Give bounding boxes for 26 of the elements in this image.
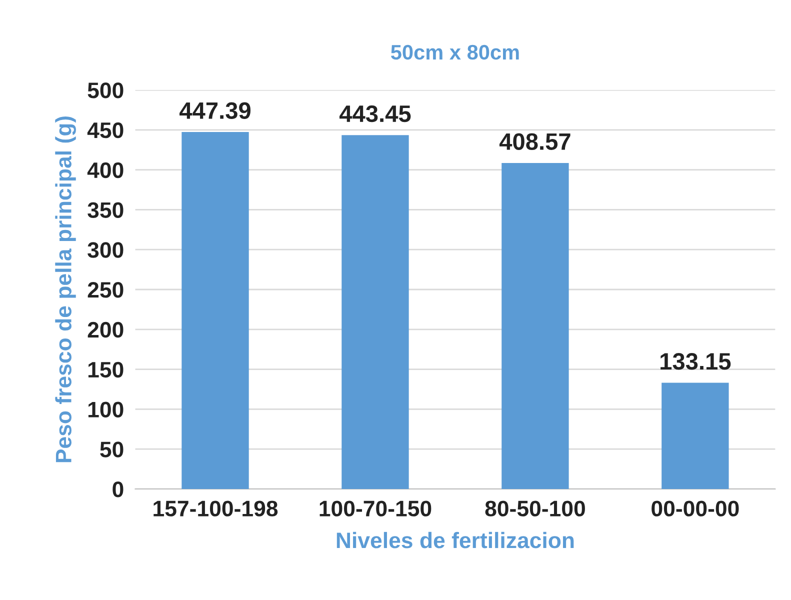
y-tick-label: 100	[88, 402, 124, 418]
x-tick-label: 80-50-100	[485, 500, 585, 516]
bar	[182, 132, 249, 489]
x-axis-title: Niveles de fertilizacion	[336, 532, 574, 548]
y-axis-title: Peso fresco de pella principal (g)	[55, 116, 76, 462]
y-tick-label: 450	[87, 122, 124, 138]
y-tick-label: 500	[88, 82, 124, 98]
x-tick-label: 100-70-150	[320, 500, 432, 516]
y-tick-label: 0	[112, 482, 124, 498]
y-tick-label: 300	[88, 242, 124, 258]
bar	[662, 382, 729, 489]
y-tick-label: 200	[88, 322, 124, 338]
x-tick-label: 00-00-00	[652, 500, 739, 516]
y-tick-label: 350	[88, 202, 124, 218]
data-label: 133.15	[660, 353, 731, 370]
chart-title: 50cm x 80cm	[391, 44, 519, 60]
y-tick-label: 50	[100, 442, 124, 458]
y-tick-label: 400	[87, 162, 124, 178]
data-label: 408.57	[499, 133, 570, 150]
y-tick-label: 150	[88, 362, 124, 378]
data-label: 443.45	[339, 105, 411, 122]
data-label: 447.39	[180, 102, 250, 120]
bar	[342, 135, 409, 489]
x-tick-label: 157-100-198	[154, 500, 278, 516]
y-tick-label: 250	[88, 282, 124, 298]
bar	[502, 162, 569, 489]
